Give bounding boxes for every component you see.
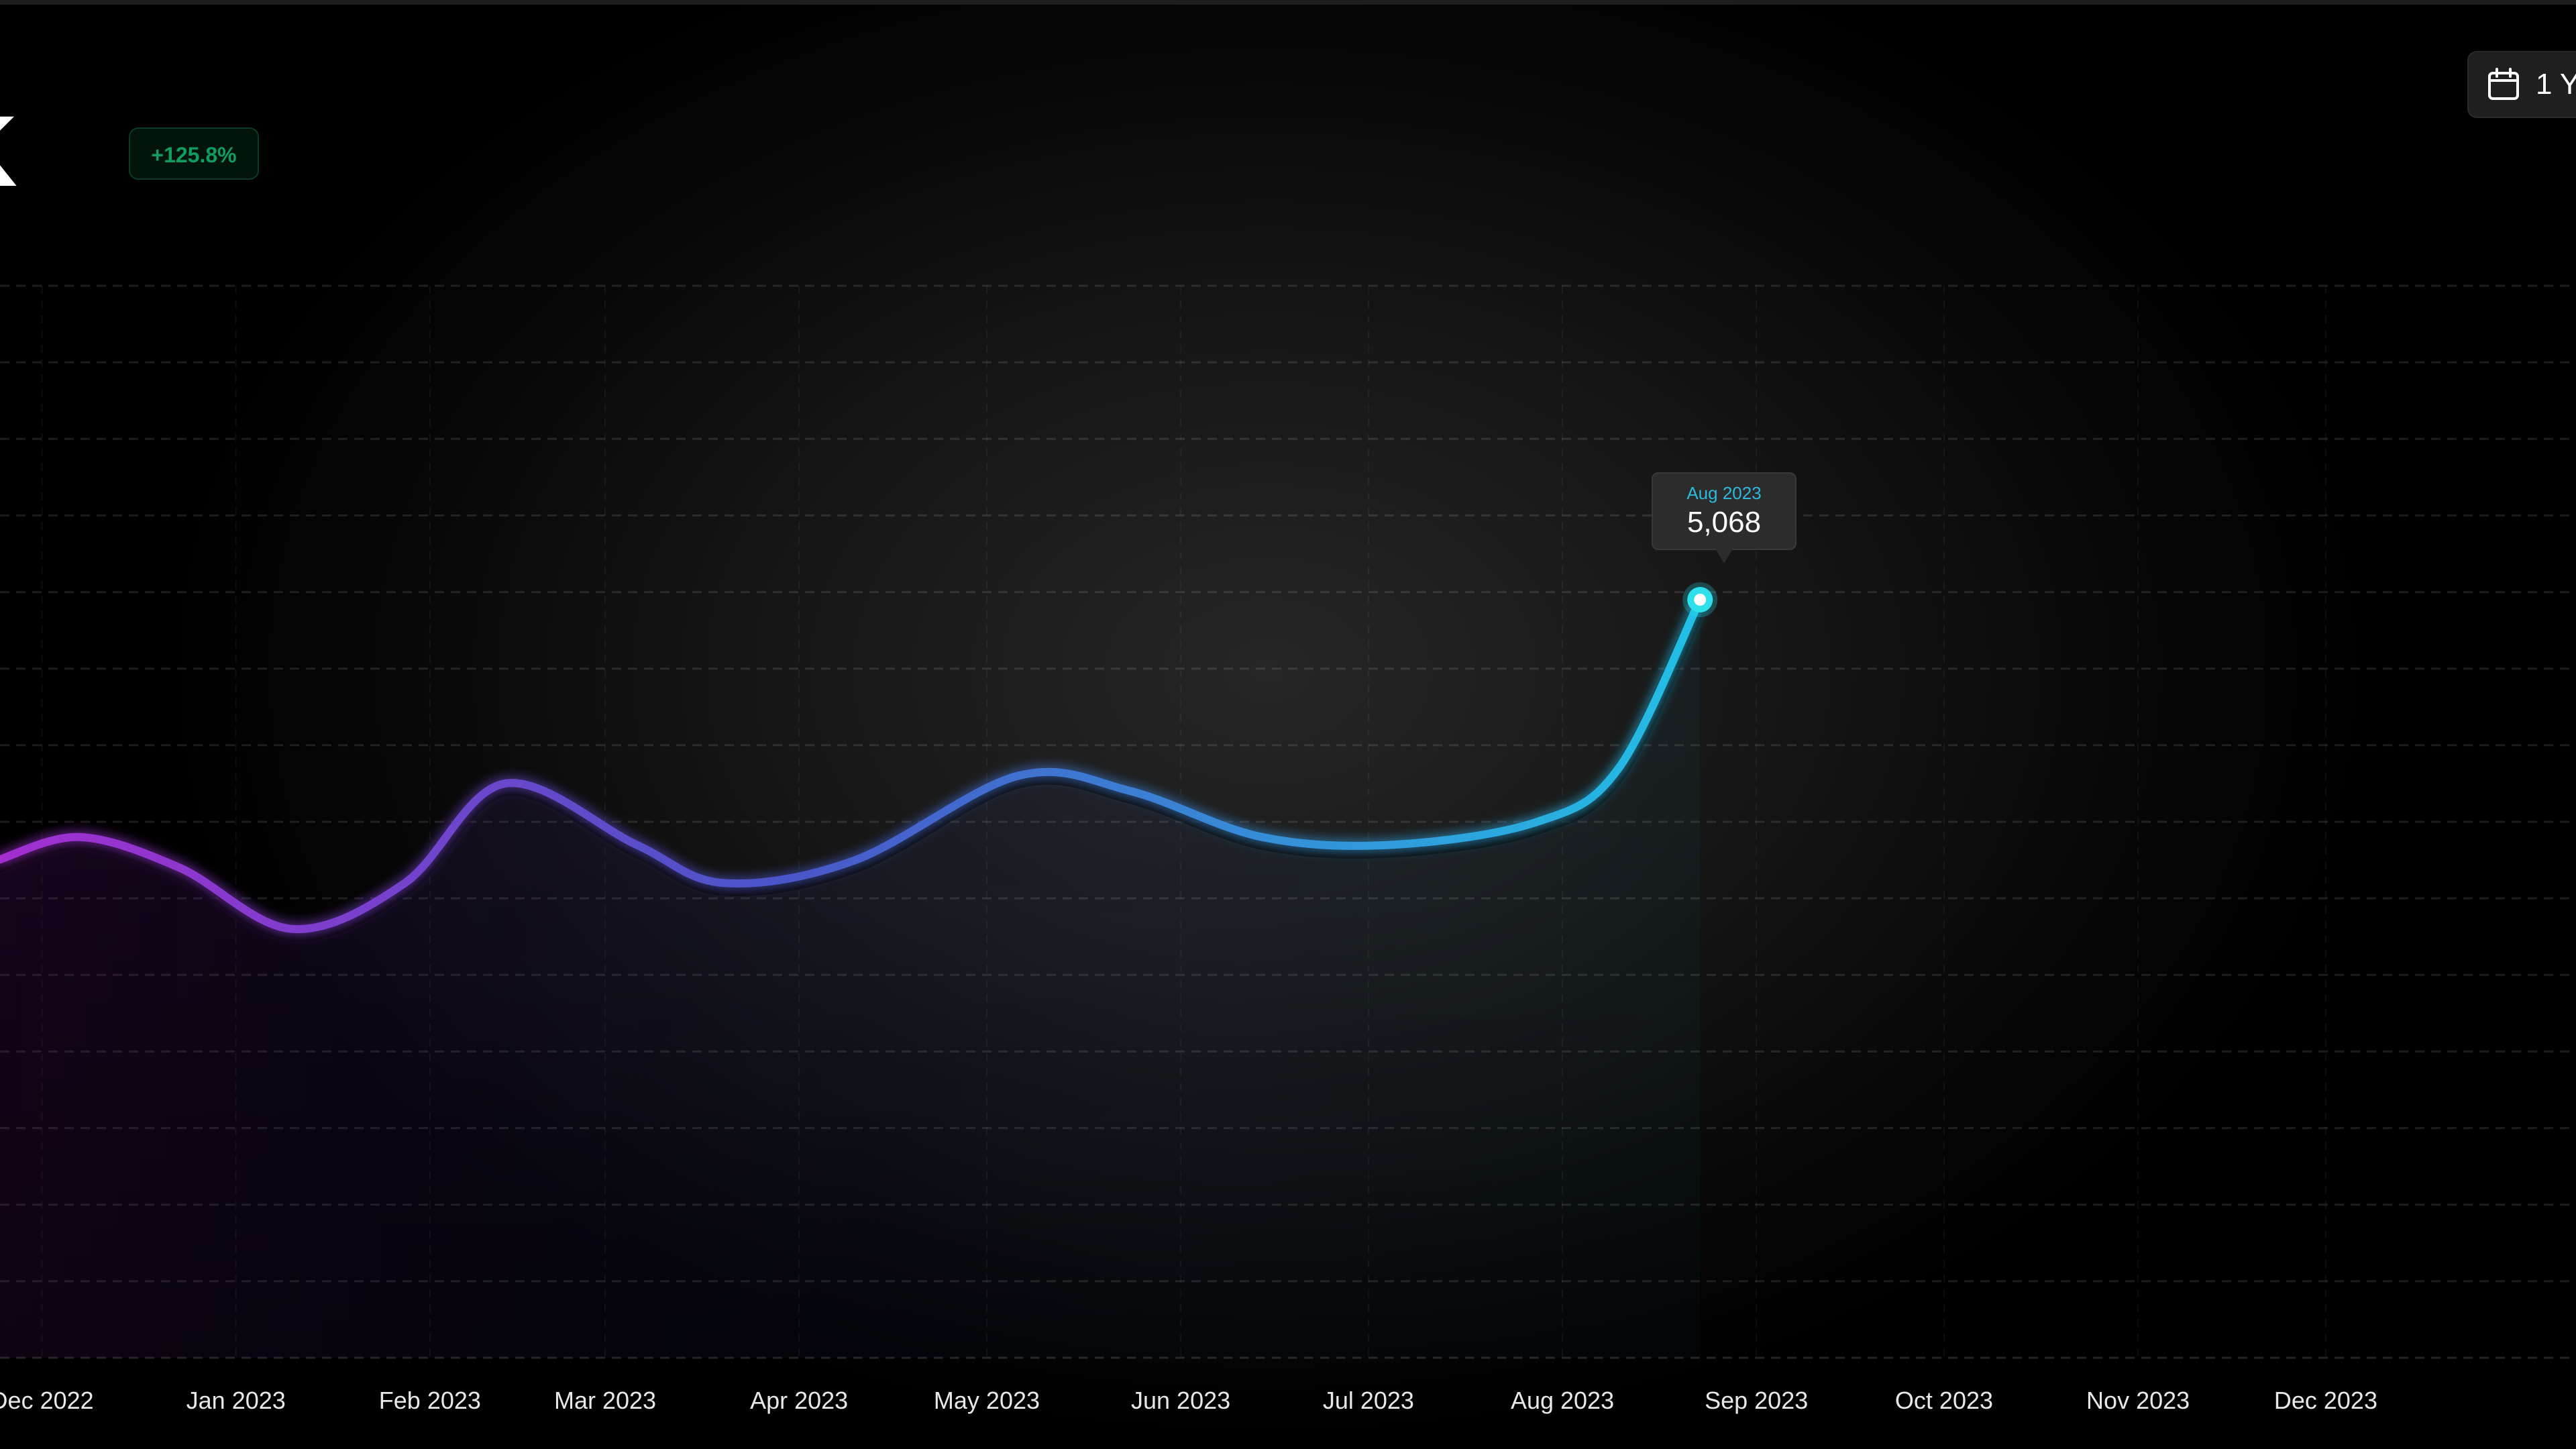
series-line-shadow (0, 598, 1708, 943)
x-axis-tick-label: Jun 2023 (1131, 1387, 1230, 1414)
data-point (853, 857, 858, 863)
tooltip-label: Aug 2023 (1686, 483, 1762, 503)
data-point (634, 842, 639, 847)
x-axis-tick-label: Jan 2023 (186, 1387, 286, 1414)
x-axis-tick-label: Apr 2023 (750, 1387, 848, 1414)
x-axis-tick-label: Mar 2023 (554, 1387, 656, 1414)
x-axis-tick-label: May 2023 (934, 1387, 1040, 1414)
range-selector-label: 1 Year (2536, 68, 2576, 101)
highlight-marker-core (1694, 593, 1707, 606)
data-point (1391, 842, 1396, 847)
x-axis-tick-label: Nov 2023 (2086, 1387, 2190, 1414)
data-point (1128, 788, 1133, 794)
data-point (721, 880, 727, 885)
x-axis-tick-label: Dec 2023 (2274, 1387, 2377, 1414)
tooltip-value: 5,068 (1686, 506, 1762, 539)
x-axis-tick-label: Dec 2022 (0, 1387, 94, 1414)
window-top-edge (0, 0, 2576, 5)
data-point (1016, 773, 1021, 779)
data-point (402, 880, 408, 885)
data-point (1616, 765, 1621, 771)
x-axis-tick-label: Oct 2023 (1895, 1387, 1993, 1414)
tooltip-arrow (1715, 549, 1733, 564)
data-point (1259, 835, 1265, 840)
data-point (177, 865, 182, 870)
data-point (290, 926, 295, 932)
x-axis-labels: Dec 2022 Jan 2023 Feb 2023 Mar 2023 Apr 2023… (0, 1387, 2377, 1414)
data-point (77, 835, 83, 840)
series-area (0, 600, 1701, 1358)
header-value: K (0, 101, 17, 201)
calendar-icon (2488, 68, 2519, 100)
data-point (1535, 819, 1540, 824)
series-line (0, 596, 1705, 934)
x-axis-tick-label: Aug 2023 (1511, 1387, 1614, 1414)
tooltip: Aug 2023 5,068 (1652, 472, 1796, 550)
change-badge: +125.8% (129, 127, 259, 180)
x-axis-tick-label: Sep 2023 (1705, 1387, 1808, 1414)
data-point (502, 781, 508, 786)
x-axis-tick-label: Feb 2023 (379, 1387, 481, 1414)
highlight-marker[interactable] (1682, 582, 1718, 617)
x-axis-tick-label: Jul 2023 (1323, 1387, 1414, 1414)
range-selector-button[interactable]: 1 Year (2467, 51, 2576, 118)
